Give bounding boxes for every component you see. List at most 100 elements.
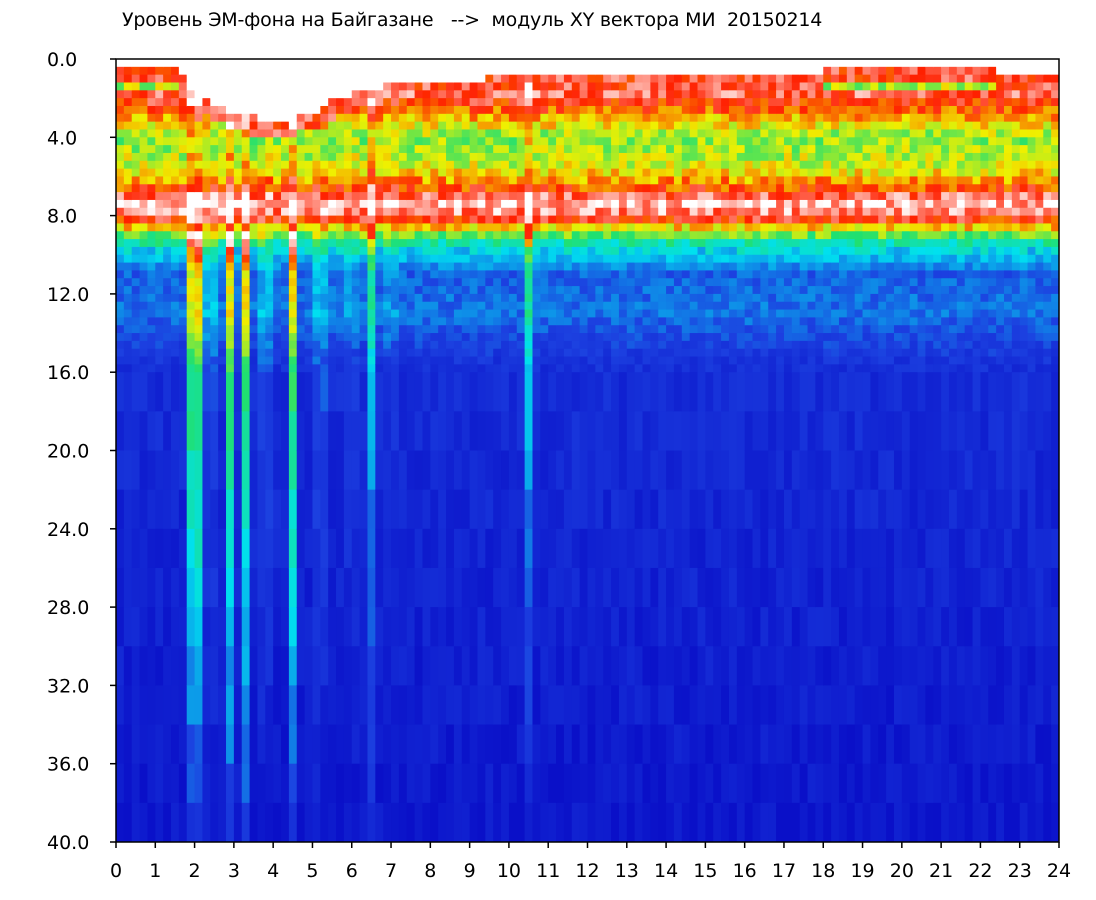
heatmap-cell <box>422 372 431 412</box>
heatmap-cell <box>139 340 149 350</box>
heatmap-cell <box>430 278 439 287</box>
heatmap-cell <box>359 450 369 491</box>
heatmap-cell <box>838 340 848 350</box>
heatmap-cell <box>658 184 667 193</box>
heatmap-cell <box>123 262 133 272</box>
heatmap-cell <box>666 113 675 123</box>
heatmap-cell <box>336 129 345 138</box>
heatmap-cell <box>414 105 424 115</box>
heatmap-cell <box>178 685 188 726</box>
heatmap-cell <box>791 192 801 201</box>
heatmap-cell <box>391 489 400 530</box>
heatmap-cell <box>171 199 180 209</box>
heatmap-cell <box>540 333 549 342</box>
heatmap-cell <box>689 231 699 240</box>
heatmap-cell <box>807 802 816 842</box>
heatmap-cell <box>147 340 156 350</box>
heatmap-cell <box>736 90 746 99</box>
heatmap-cell <box>838 763 848 804</box>
heatmap-cell <box>626 207 636 217</box>
heatmap-cell <box>799 121 809 131</box>
heatmap-cell <box>516 152 526 162</box>
heatmap-cell <box>367 286 376 295</box>
heatmap-cell <box>469 152 479 162</box>
heatmap-cell <box>728 278 738 287</box>
heatmap-cell <box>422 364 431 373</box>
heatmap-cell <box>783 293 793 303</box>
heatmap-cell <box>155 528 164 569</box>
heatmap-cell <box>123 293 133 303</box>
heatmap-cell <box>312 90 321 99</box>
heatmap-cell <box>171 254 180 264</box>
heatmap-cell <box>469 113 479 123</box>
heatmap-cell <box>768 567 777 608</box>
heatmap-cell <box>414 66 424 76</box>
heatmap-cell <box>697 301 706 311</box>
heatmap-cell <box>391 325 400 334</box>
heatmap-cell <box>430 489 439 530</box>
heatmap-cell <box>328 278 337 287</box>
heatmap-cell <box>171 278 180 287</box>
heatmap-cell <box>846 152 856 162</box>
heatmap-cell <box>383 802 392 842</box>
heatmap-cell <box>406 98 416 107</box>
heatmap-cell <box>705 372 714 412</box>
heatmap-cell <box>776 239 785 248</box>
heatmap-cell <box>587 763 596 804</box>
heatmap-cell <box>689 333 699 342</box>
heatmap-cell <box>689 74 699 84</box>
heatmap-cell <box>422 802 431 842</box>
heatmap-cell <box>618 192 628 201</box>
heatmap-cell <box>202 685 211 726</box>
heatmap-cell <box>516 567 526 608</box>
heatmap-cell <box>304 270 314 279</box>
heatmap-cell <box>776 763 785 804</box>
heatmap-cell <box>233 168 243 178</box>
heatmap-cell <box>508 66 518 76</box>
heatmap-cell <box>516 270 526 279</box>
heatmap-cell <box>854 215 864 225</box>
heatmap-cell <box>532 160 541 170</box>
heatmap-cell <box>783 262 793 272</box>
heatmap-cell <box>713 567 722 608</box>
heatmap-cell <box>760 59 769 68</box>
heatmap-cell <box>249 192 259 201</box>
heatmap-cell <box>343 207 353 217</box>
heatmap-cell <box>328 113 337 123</box>
heatmap-cell <box>446 246 455 256</box>
heatmap-cell <box>155 685 164 726</box>
heatmap-cell <box>328 207 337 217</box>
heatmap-cell <box>226 160 235 170</box>
heatmap-cell <box>721 325 730 334</box>
heatmap-cell <box>532 254 541 264</box>
heatmap-cell <box>579 184 589 193</box>
heatmap-cell <box>611 372 620 412</box>
heatmap-cell <box>249 82 259 91</box>
heatmap-cell <box>666 59 675 68</box>
heatmap-cell <box>265 90 274 99</box>
heatmap-cell <box>343 278 353 287</box>
heatmap-cell <box>351 231 361 240</box>
heatmap-cell <box>603 301 612 311</box>
heatmap-cell <box>587 59 596 68</box>
heatmap-cell <box>838 231 848 240</box>
heatmap-cell <box>807 317 816 326</box>
heatmap-cell <box>273 82 282 91</box>
heatmap-cell <box>163 239 172 248</box>
heatmap-cell <box>587 528 596 569</box>
heatmap-cell <box>846 74 856 84</box>
heatmap-cell <box>611 82 620 91</box>
heatmap-cell <box>281 145 290 154</box>
heatmap-cell <box>540 82 549 91</box>
heatmap-cell <box>846 105 856 115</box>
heatmap-cell <box>123 98 133 107</box>
heatmap-cell <box>336 199 345 209</box>
heatmap-cell <box>273 184 282 193</box>
heatmap-cell <box>281 98 290 107</box>
heatmap-cell <box>618 137 628 146</box>
heatmap-cell <box>194 278 204 287</box>
heatmap-cell <box>501 802 510 842</box>
heatmap-cell <box>728 270 738 279</box>
heatmap-cell <box>438 528 447 569</box>
heatmap-cell <box>226 66 235 76</box>
